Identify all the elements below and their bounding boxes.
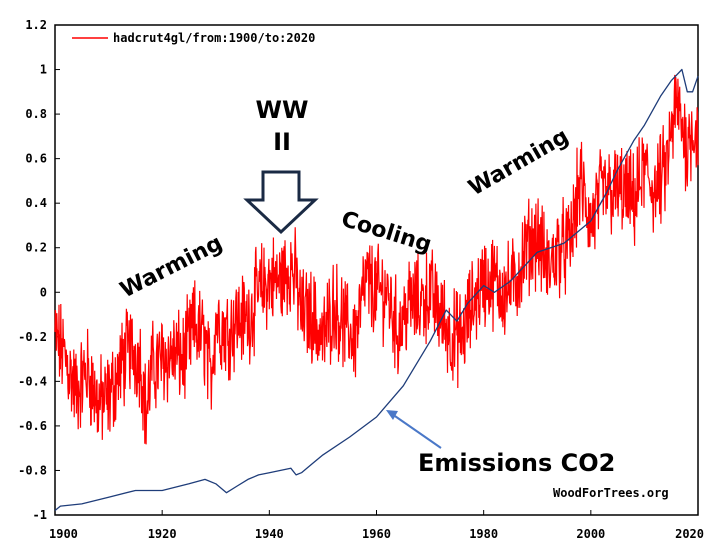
y-tick-label: -1	[33, 508, 47, 522]
x-axis: 1900 1920 1940 1960 1980 2000 2020	[49, 510, 704, 541]
ww-label: WW	[256, 96, 309, 124]
x-tick-label: 1920	[148, 527, 177, 541]
y-tick-label: -0.6	[18, 419, 47, 433]
y-tick-label: 0.8	[25, 107, 47, 121]
y-tick-label: 0.4	[25, 196, 47, 210]
series-layer	[54, 68, 699, 512]
y-tick-label: 1	[40, 63, 47, 77]
y-tick-label: -0.8	[18, 463, 47, 477]
x-tick-label: 1900	[49, 527, 78, 541]
series-line-temperature	[54, 74, 699, 445]
x-tick-label: 2000	[576, 527, 605, 541]
annotation-warming-right: Warming	[465, 124, 574, 201]
emissions-co2-label: Emissions CO2	[418, 449, 615, 477]
annotation-warming-left: Warming	[116, 231, 226, 304]
y-tick-label: -0.2	[18, 330, 47, 344]
x-tick-label: 2020	[675, 527, 704, 541]
y-tick-label: 1.2	[25, 18, 47, 32]
series-line-emissions-co2	[54, 68, 699, 512]
legend-label-temperature: hadcrut4gl/from:1900/to:2020	[113, 31, 315, 45]
ii-label: II	[273, 128, 291, 156]
emissions-pointer-line	[391, 413, 442, 449]
y-tick-label: 0.6	[25, 152, 47, 166]
source-credit: WoodForTrees.org	[553, 486, 669, 500]
x-tick-label: 1940	[255, 527, 284, 541]
emissions-pointer-arrowhead-icon	[386, 410, 398, 420]
x-tick-label: 1980	[469, 527, 498, 541]
y-tick-label: 0	[40, 285, 47, 299]
y-tick-label: 0.2	[25, 241, 47, 255]
x-tick-label: 1960	[362, 527, 391, 541]
down-arrow-icon	[243, 170, 319, 235]
y-tick-label: -0.4	[18, 374, 47, 388]
legend: hadcrut4gl/from:1900/to:2020	[72, 31, 315, 45]
y-axis: -1 -0.8 -0.6 -0.4 -0.2 0 0.2 0.4 0.6 0.8 1 1.2	[18, 18, 60, 522]
annotation-cooling: Cooling	[338, 207, 434, 258]
